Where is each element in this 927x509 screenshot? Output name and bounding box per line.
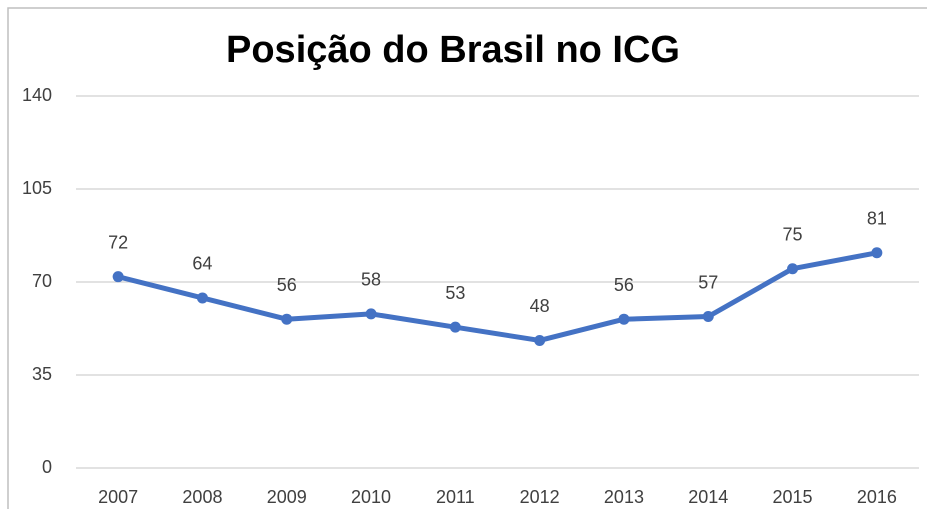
data-line xyxy=(117,250,878,343)
y-tick-label: 35 xyxy=(32,364,52,384)
data-point xyxy=(787,263,799,275)
data-label: 56 xyxy=(277,275,297,295)
data-point xyxy=(702,311,714,323)
data-label: 58 xyxy=(361,270,381,290)
x-tick-label: 2008 xyxy=(182,487,222,507)
data-point xyxy=(365,308,377,320)
x-tick-label: 2012 xyxy=(520,487,560,507)
y-tick-label: 0 xyxy=(42,457,52,477)
x-tick-label: 2007 xyxy=(98,487,138,507)
chart-border xyxy=(7,7,927,509)
data-label: 53 xyxy=(445,283,465,303)
y-tick-label: 140 xyxy=(22,85,52,105)
data-point xyxy=(534,334,546,346)
x-tick-label: 2014 xyxy=(688,487,728,507)
data-point xyxy=(112,271,124,283)
data-label: 56 xyxy=(614,275,634,295)
data-label: 72 xyxy=(108,232,128,252)
data-label: 57 xyxy=(698,272,718,292)
y-tick-label: 70 xyxy=(32,271,52,291)
data-point xyxy=(449,321,461,333)
y-tick-label: 105 xyxy=(22,178,52,198)
data-point xyxy=(871,247,883,259)
x-tick-label: 2011 xyxy=(436,487,475,507)
x-tick-label: 2016 xyxy=(857,487,897,507)
data-label: 75 xyxy=(783,224,803,244)
data-point xyxy=(618,313,630,325)
data-label: 48 xyxy=(530,296,550,316)
data-point xyxy=(196,292,208,304)
chart-title: Posição do Brasil no ICG xyxy=(226,29,680,71)
x-tick-label: 2010 xyxy=(351,487,391,507)
data-point xyxy=(281,313,293,325)
data-label: 81 xyxy=(867,209,887,229)
data-label: 64 xyxy=(192,254,212,274)
x-tick-label: 2013 xyxy=(604,487,644,507)
x-tick-label: 2015 xyxy=(773,487,813,507)
x-tick-label: 2009 xyxy=(267,487,307,507)
